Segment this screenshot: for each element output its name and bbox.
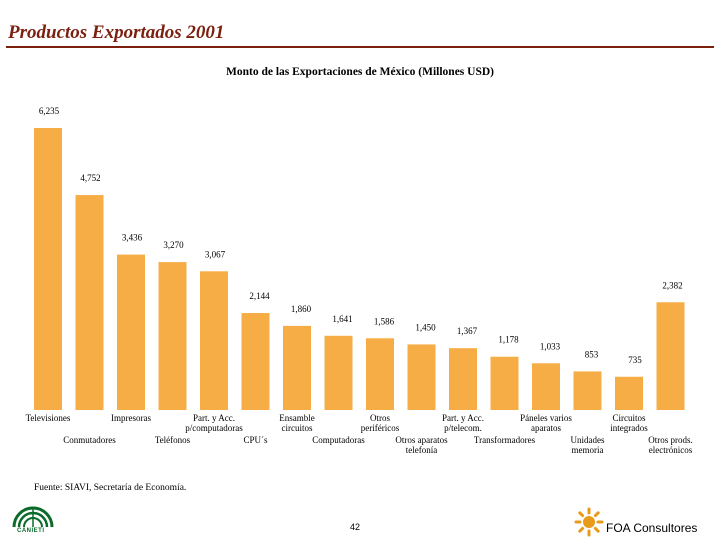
bar-12 (490, 356, 519, 410)
category-label-1: Televisiones (26, 413, 71, 423)
title-rule (6, 46, 714, 48)
value-label-12: 1,178 (498, 335, 519, 345)
value-label-14: 853 (585, 349, 599, 359)
bar-2 (75, 195, 104, 410)
value-label-11: 1,367 (457, 326, 478, 336)
bar-6 (241, 313, 270, 410)
category-label-12: Transformadores (474, 435, 536, 445)
bar-9 (366, 338, 394, 410)
value-label-8: 1,641 (332, 314, 352, 324)
canieti-logo-text: CANIETI (17, 528, 45, 534)
bar-4 (158, 262, 187, 410)
bar-5 (200, 271, 228, 410)
source-note: Fuente: SIAVI, Secretaría de Economía. (34, 483, 187, 493)
category-label-7: Ensamble circuitos (279, 413, 315, 433)
bar-8 (324, 335, 353, 410)
bar-7 (283, 325, 311, 410)
value-label-15: 735 (628, 355, 642, 365)
category-label-2: Conmutadores (63, 435, 116, 445)
value-label-16: 2,382 (662, 280, 682, 290)
value-label-4: 3,270 (163, 240, 184, 250)
value-label-9: 1,586 (374, 316, 395, 326)
value-label-1: 6,235 (39, 106, 60, 116)
value-label-7: 1,860 (291, 304, 312, 314)
value-label-13: 1,033 (540, 341, 561, 351)
sun-icon (574, 507, 604, 537)
canieti-logo (12, 506, 54, 528)
chart-title: Monto de las Exportaciones de México (Mi… (226, 66, 494, 78)
category-label-5: Part. y Acc. p/computadoras (185, 413, 243, 433)
bar-15 (615, 376, 643, 410)
category-label-8: Computadoras (312, 435, 365, 445)
category-label-10: Otros aparatos telefonía (395, 435, 448, 455)
value-label-2: 4,752 (80, 173, 100, 183)
bar-11 (449, 348, 477, 410)
bar-10 (407, 344, 436, 410)
bar-chart: 6,235 Televisiones 4,752 Conmutadores 3,436 I… (26, 106, 693, 455)
bar-3 (117, 254, 145, 410)
bar-16 (656, 302, 685, 410)
category-label-11: Part. y Acc. p/telecom. (442, 413, 484, 433)
category-label-15: Circuitos integrados (610, 413, 648, 433)
value-label-5: 3,067 (205, 249, 226, 259)
page-title: Productos Exportados 2001 (8, 22, 225, 43)
value-label-10: 1,450 (415, 322, 436, 332)
bar-1 (34, 128, 62, 410)
category-label-6: CPU´s (243, 435, 268, 445)
bar-13 (532, 363, 560, 410)
category-label-9: Otros periféricos (361, 413, 400, 433)
category-label-4: Teléfonos (155, 435, 191, 445)
category-label-13: Páneles varios aparatos (520, 413, 572, 433)
page-number: 42 (350, 522, 361, 532)
category-label-16: Otros prods. electrónicos (648, 435, 693, 455)
foa-logo-text: FOA Consultores (606, 521, 698, 535)
value-label-6: 2,144 (249, 291, 270, 301)
category-label-14: Unidades memoria (571, 435, 605, 455)
value-label-3: 3,436 (122, 233, 143, 243)
bar-14 (573, 371, 602, 410)
category-label-3: Impresoras (111, 413, 151, 423)
